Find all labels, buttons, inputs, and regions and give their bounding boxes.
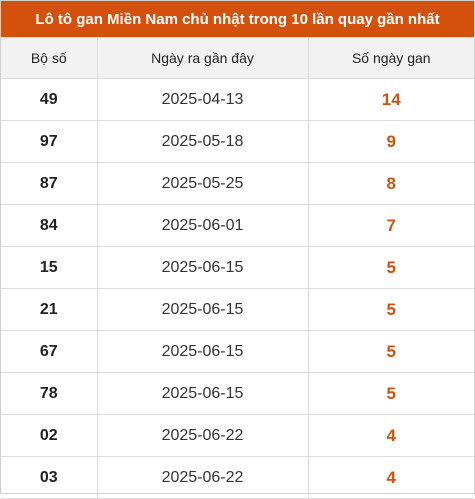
row-date: 2025-05-18 [96, 120, 309, 163]
gan-table: Bộ số Ngày ra gần đây Số ngày gan 49 202… [1, 37, 474, 499]
row-date: 2025-06-01 [96, 204, 309, 247]
row-number: 97 [1, 120, 98, 163]
table-row: 78 2025-06-15 5 [1, 372, 474, 415]
table-row: 15 2025-06-15 5 [1, 246, 474, 289]
row-date: 2025-06-15 [96, 246, 309, 289]
row-number: 67 [1, 330, 98, 373]
row-number: 02 [1, 414, 98, 457]
row-number: 15 [1, 246, 98, 289]
row-date: 2025-06-15 [96, 330, 309, 373]
table-row: 02 2025-06-22 4 [1, 414, 474, 457]
row-days: 9 [307, 120, 474, 163]
row-days: 5 [307, 330, 474, 373]
column-header-days: Số ngày gan [307, 37, 474, 79]
row-number: 03 [1, 456, 98, 499]
table-header-row: Bộ số Ngày ra gần đây Số ngày gan [1, 37, 474, 79]
table-row: 87 2025-05-25 8 [1, 162, 474, 205]
row-days: 5 [307, 246, 474, 289]
table-title: Lô tô gan Miền Nam chủ nhật trong 10 lần… [1, 1, 474, 37]
row-date: 2025-06-22 [96, 456, 309, 499]
table-row: 97 2025-05-18 9 [1, 120, 474, 163]
row-days: 4 [307, 414, 474, 457]
table-row: 49 2025-04-13 14 [1, 78, 474, 121]
row-number: 78 [1, 372, 98, 415]
table-row: 21 2025-06-15 5 [1, 288, 474, 331]
row-date: 2025-06-22 [96, 414, 309, 457]
row-number: 21 [1, 288, 98, 331]
column-header-date: Ngày ra gần đây [96, 37, 309, 79]
row-date: 2025-05-25 [96, 162, 309, 205]
row-days: 8 [307, 162, 474, 205]
row-days: 7 [307, 204, 474, 247]
row-date: 2025-04-13 [96, 78, 309, 121]
row-number: 49 [1, 78, 98, 121]
row-number: 87 [1, 162, 98, 205]
column-header-number: Bộ số [1, 37, 98, 79]
row-days: 14 [307, 78, 474, 121]
table-row: 03 2025-06-22 4 [1, 456, 474, 499]
row-date: 2025-06-15 [96, 372, 309, 415]
row-days: 4 [307, 456, 474, 499]
table-row: 84 2025-06-01 7 [1, 204, 474, 247]
row-date: 2025-06-15 [96, 288, 309, 331]
row-number: 84 [1, 204, 98, 247]
table-row: 67 2025-06-15 5 [1, 330, 474, 373]
row-days: 5 [307, 288, 474, 331]
row-days: 5 [307, 372, 474, 415]
